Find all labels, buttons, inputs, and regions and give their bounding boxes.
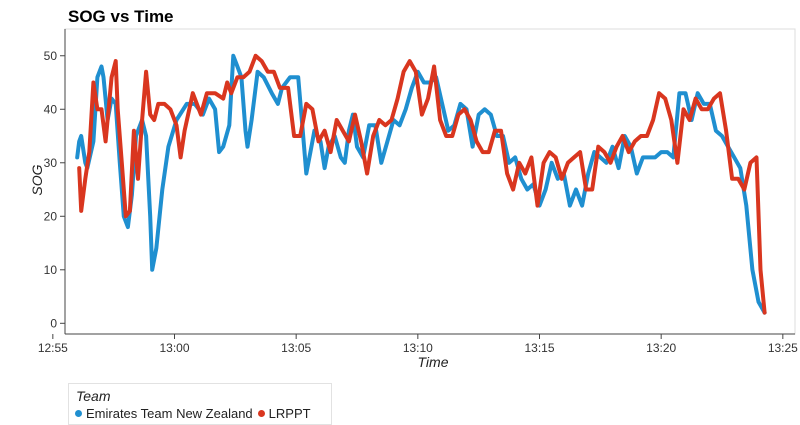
- legend-marker: [75, 410, 82, 417]
- plot-frame: [64, 28, 796, 335]
- legend-item: Emirates Team New Zealand: [75, 406, 253, 421]
- series-line: [75, 53, 767, 315]
- x-tick-label: 13:20: [646, 341, 676, 355]
- legend-label: Emirates Team New Zealand: [86, 406, 253, 421]
- series-lrppt: [77, 53, 767, 315]
- x-tick-label: 13:05: [281, 341, 311, 355]
- x-tick-label: 13:15: [524, 341, 554, 355]
- y-tick-label: 50: [44, 49, 58, 63]
- x-tick-label: 13:10: [403, 341, 433, 355]
- y-tick-label: 0: [50, 316, 57, 330]
- chart-title: SOG vs Time: [68, 7, 174, 26]
- plot-area: [64, 28, 796, 335]
- y-tick-label: 30: [44, 156, 58, 170]
- y-axis: 0 10 20 30 40 50: [44, 29, 66, 334]
- x-axis: 12:55 13:00 13:05 13:10 13:15 13:20 13:25: [38, 333, 798, 355]
- series-layer: [75, 53, 767, 315]
- x-tick-label: 13:25: [768, 341, 798, 355]
- x-tick-label: 13:00: [159, 341, 189, 355]
- x-tick-label: 12:55: [38, 341, 68, 355]
- x-axis-label: Time: [418, 354, 449, 370]
- series-line: [77, 53, 767, 315]
- legend-items: Emirates Team New Zealand LRPPT: [75, 406, 316, 421]
- legend-label: LRPPT: [268, 406, 311, 421]
- y-tick-label: 20: [44, 209, 58, 223]
- y-tick-label: 10: [44, 263, 58, 277]
- y-axis-label: SOG: [29, 164, 45, 195]
- y-tick-label: 40: [44, 102, 58, 116]
- legend: Team Emirates Team New Zealand LRPPT: [68, 383, 332, 425]
- series-etnz: [75, 53, 767, 315]
- legend-title: Team: [76, 388, 111, 404]
- legend-item: LRPPT: [257, 406, 311, 421]
- legend-marker: [257, 410, 265, 417]
